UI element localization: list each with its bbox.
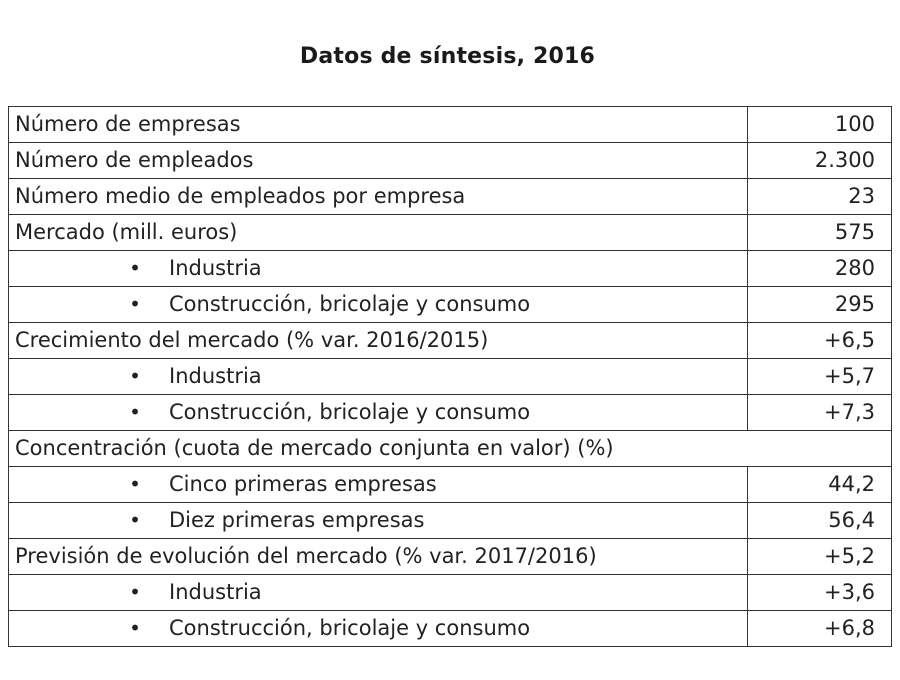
row-label: Previsión de evolución del mercado (% va…	[15, 544, 597, 568]
row-value: +6,8	[747, 610, 892, 647]
table-row: Número medio de empleados por empresa 23	[8, 178, 892, 215]
row-label-cell: Previsión de evolución del mercado (% va…	[8, 538, 748, 575]
row-label: Industria	[169, 256, 262, 280]
table-row: Número de empresas 100	[8, 106, 892, 143]
row-label: Industria	[169, 580, 262, 604]
row-label-cell: • Industria	[8, 358, 748, 395]
row-label: Cinco primeras empresas	[169, 472, 437, 496]
bullet-icon: •	[129, 616, 141, 640]
table-subrow: • Industria +5,7	[8, 358, 892, 395]
table-subrow: • Cinco primeras empresas 44,2	[8, 466, 892, 503]
page-title: Datos de síntesis, 2016	[299, 44, 596, 69]
row-value: 56,4	[747, 502, 892, 539]
bullet-icon: •	[129, 292, 141, 316]
row-value: 100	[747, 106, 892, 143]
row-label-cell: • Industria	[8, 250, 748, 287]
row-label-cell: Número de empresas	[8, 106, 748, 143]
table-subrow: • Construcción, bricolaje y consumo 295	[8, 286, 892, 323]
table-subrow: • Construcción, bricolaje y consumo +7,3	[8, 394, 892, 431]
table-row: Concentración (cuota de mercado conjunta…	[8, 430, 892, 467]
row-label: Industria	[169, 364, 262, 388]
row-value: 295	[747, 286, 892, 323]
row-value: +7,3	[747, 394, 892, 431]
row-label: Diez primeras empresas	[169, 508, 425, 532]
row-value: +3,6	[747, 574, 892, 611]
row-label: Concentración (cuota de mercado conjunta…	[15, 436, 614, 460]
row-label-cell: Crecimiento del mercado (% var. 2016/201…	[8, 322, 748, 359]
row-label: Construcción, bricolaje y consumo	[169, 292, 531, 316]
summary-table: Número de empresas 100 Número de empleados…	[8, 106, 892, 647]
table-row: Previsión de evolución del mercado (% va…	[8, 538, 892, 575]
summary-table-body: Número de empresas 100 Número de empleados…	[8, 106, 892, 647]
row-value: +5,7	[747, 358, 892, 395]
bullet-icon: •	[129, 580, 141, 604]
bullet-icon: •	[129, 400, 141, 424]
row-label-cell: Concentración (cuota de mercado conjunta…	[8, 430, 892, 467]
bullet-icon: •	[129, 364, 141, 388]
row-value: 280	[747, 250, 892, 287]
table-subrow: • Industria +3,6	[8, 574, 892, 611]
row-label: Número de empresas	[15, 112, 241, 136]
row-value: +5,2	[747, 538, 892, 575]
row-value: 2.300	[747, 142, 892, 179]
row-label-cell: Número medio de empleados por empresa	[8, 178, 748, 215]
row-label-cell: • Construcción, bricolaje y consumo	[8, 610, 748, 647]
row-label: Número de empleados	[15, 148, 254, 172]
row-label-cell: • Construcción, bricolaje y consumo	[8, 394, 748, 431]
row-label-cell: Número de empleados	[8, 142, 748, 179]
table-row: Crecimiento del mercado (% var. 2016/201…	[8, 322, 892, 359]
table-row: Mercado (mill. euros) 575	[8, 214, 892, 251]
row-label: Mercado (mill. euros)	[15, 220, 238, 244]
row-value: +6,5	[747, 322, 892, 359]
row-label: Construcción, bricolaje y consumo	[169, 616, 531, 640]
row-label-cell: • Diez primeras empresas	[8, 502, 748, 539]
row-value: 575	[747, 214, 892, 251]
row-value: 44,2	[747, 466, 892, 503]
row-label: Número medio de empleados por empresa	[15, 184, 466, 208]
row-label-cell: • Cinco primeras empresas	[8, 466, 748, 503]
bullet-icon: •	[129, 508, 141, 532]
row-label-cell: • Industria	[8, 574, 748, 611]
row-label-cell: Mercado (mill. euros)	[8, 214, 748, 251]
bullet-icon: •	[129, 256, 141, 280]
row-label: Construcción, bricolaje y consumo	[169, 400, 531, 424]
bullet-icon: •	[129, 472, 141, 496]
row-label-cell: • Construcción, bricolaje y consumo	[8, 286, 748, 323]
table-row: Número de empleados 2.300	[8, 142, 892, 179]
row-label: Crecimiento del mercado (% var. 2016/201…	[15, 328, 489, 352]
row-value: 23	[747, 178, 892, 215]
table-subrow: • Industria 280	[8, 250, 892, 287]
table-subrow: • Diez primeras empresas 56,4	[8, 502, 892, 539]
table-subrow: • Construcción, bricolaje y consumo +6,8	[8, 610, 892, 647]
